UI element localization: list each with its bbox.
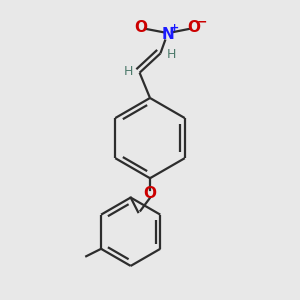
Text: +: + xyxy=(170,22,179,32)
Text: H: H xyxy=(124,65,133,78)
Text: O: O xyxy=(135,20,148,35)
Text: O: O xyxy=(188,20,200,35)
Text: N: N xyxy=(161,27,174,42)
Text: H: H xyxy=(167,48,176,62)
Text: −: − xyxy=(196,15,207,28)
Text: O: O xyxy=(143,186,157,201)
